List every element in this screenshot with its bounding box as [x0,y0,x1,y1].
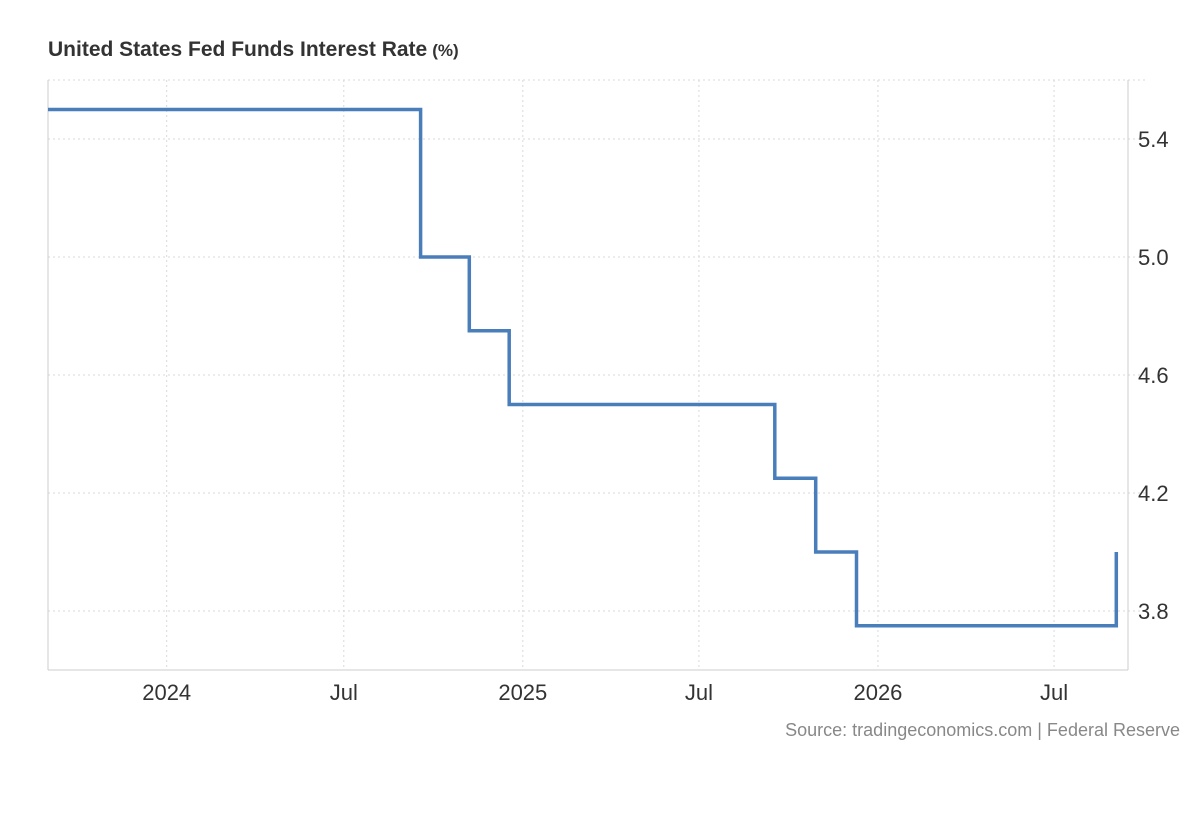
x-tick-label: 2025 [498,680,547,705]
series-layer [48,107,1119,628]
tick-labels: 3.8 4.2 4.6 5.0 5.4 2024 Jul 2025 Jul 2026 Jul [142,127,1168,705]
x-tick-label: Jul [685,680,713,705]
x-tick-label: Jul [1040,680,1068,705]
chart-title-text: United States Fed Funds Interest Rate [48,38,428,61]
series-line [48,107,1119,628]
source-note: Source: tradingeconomics.com | Federal R… [785,720,1180,740]
axes [47,80,1129,671]
x-tick-label: Jul [330,680,358,705]
y-tick-label: 5.0 [1138,245,1169,270]
chart-title-unit: (%) [432,41,459,60]
y-tick-label: 4.2 [1138,481,1169,506]
y-tick-label: 3.8 [1138,599,1169,624]
chart-title: United States Fed Funds Interest Rate (%) [48,38,459,62]
y-tick-label: 4.6 [1138,363,1169,388]
grid-lines [48,79,1148,670]
y-tick-label: 5.4 [1138,127,1169,152]
x-tick-label: 2024 [142,680,191,705]
x-tick-label: 2026 [853,680,902,705]
